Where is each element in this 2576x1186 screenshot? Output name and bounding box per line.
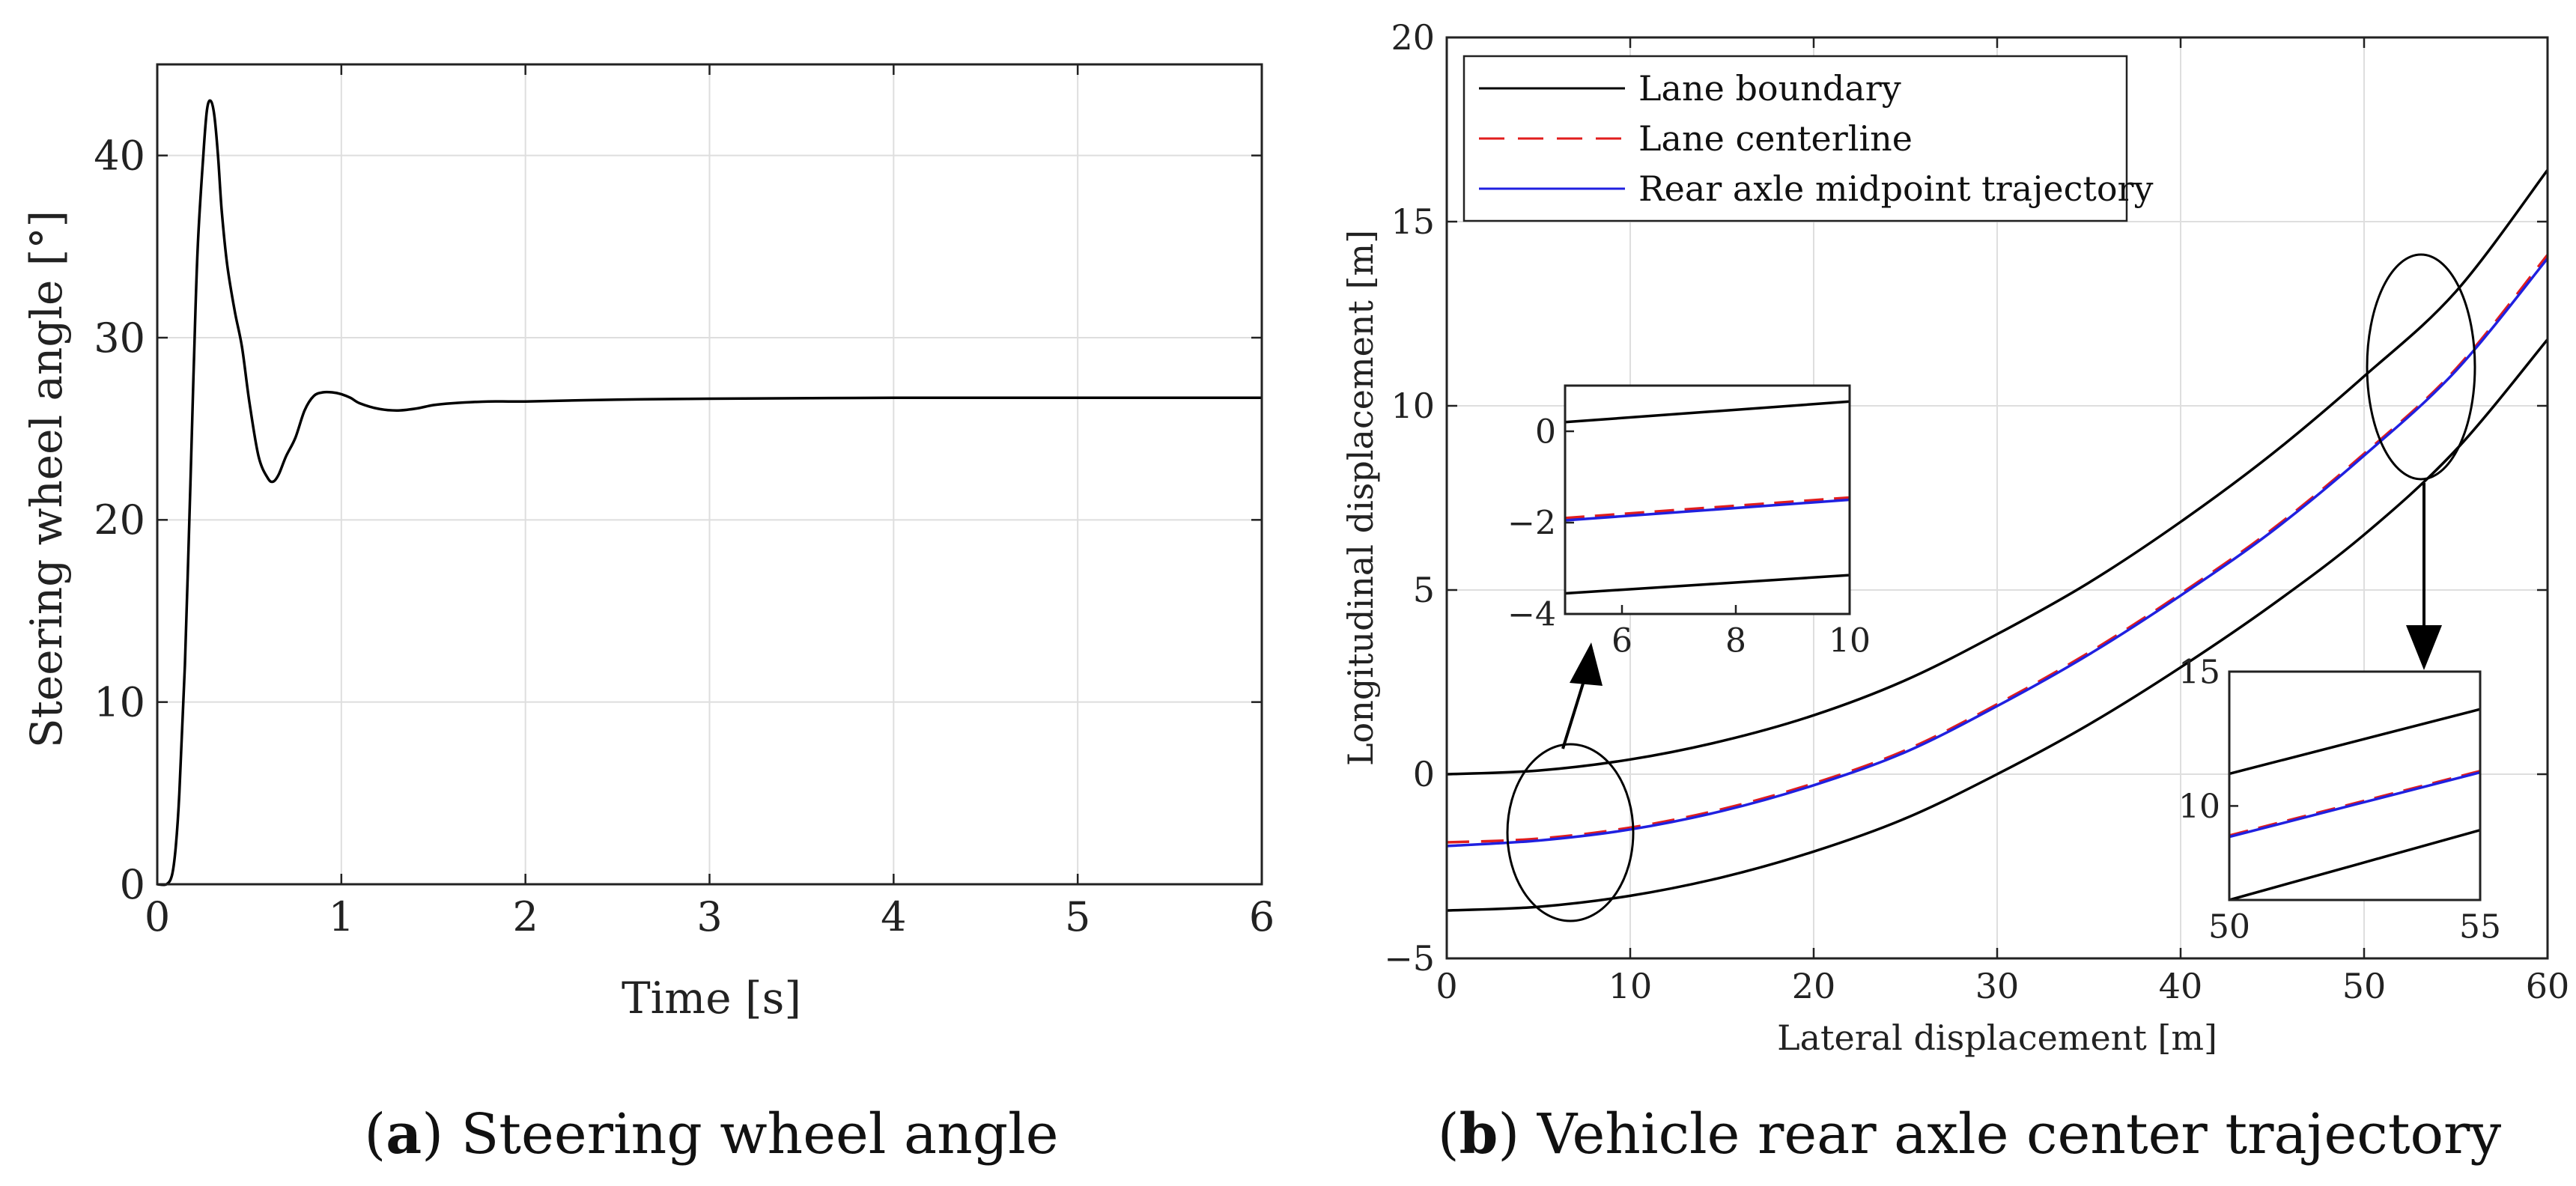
panel-a-xlabel: Time [s] — [622, 973, 801, 1024]
panel-a-ticks: 0 1 2 3 4 5 6 0 10 20 30 40 — [94, 64, 1275, 940]
series-line-lane-centerline — [1446, 254, 2549, 844]
legend-label-lane-boundary: Lane boundary — [1638, 68, 1901, 109]
panel-a-grid — [157, 64, 1263, 885]
panel-b-caption-letter: b — [1459, 1102, 1498, 1167]
inset-series-line-lane-boundary — [2229, 708, 2480, 776]
panel-b-ylabel: Longitudinal displacement [m] — [1340, 230, 1381, 766]
inset-x-tick-label: 6 — [1611, 622, 1632, 660]
y-tick-label: 15 — [1391, 201, 1435, 242]
inset-background — [1565, 386, 1850, 614]
x-tick-label: 60 — [2526, 966, 2570, 1006]
y-tick-label: 10 — [94, 679, 145, 726]
x-tick-label: 6 — [1249, 893, 1275, 940]
x-tick-label: 0 — [1436, 966, 1457, 1006]
x-tick-label: 30 — [1975, 966, 2020, 1006]
x-tick-label: 1 — [329, 893, 354, 940]
zoom-arrow-right — [2406, 483, 2442, 670]
panel-b-caption-text: Vehicle rear axle center trajectory — [1537, 1102, 2502, 1167]
legend: Lane boundary Lane centerline Rear axle … — [1462, 55, 2153, 222]
series-line-lane-boundary — [1446, 169, 2549, 776]
x-tick-label: 50 — [2342, 966, 2387, 1006]
panel-a-frame — [156, 63, 1263, 886]
panel-a-ylabel: Steering wheel angle [°] — [21, 210, 72, 748]
inset-y-tick-label: 10 — [2178, 788, 2220, 826]
inset-series — [2229, 708, 2480, 900]
y-tick-label: 5 — [1413, 570, 1435, 610]
x-tick-label: 10 — [1609, 966, 1653, 1006]
inset-frame — [2228, 670, 2482, 901]
inset-right: 50 55 10 15 — [2178, 653, 2501, 946]
inset-y-tick-label: −4 — [1507, 595, 1556, 633]
panel-a-caption-text: Steering wheel angle — [461, 1102, 1059, 1167]
y-tick-label: 0 — [1413, 754, 1435, 794]
panel-a-series — [157, 99, 1262, 887]
panel-b-series — [1446, 169, 2549, 912]
legend-label-lane-centerline: Lane centerline — [1638, 118, 1913, 159]
inset-x-tick-label: 10 — [1829, 622, 1871, 660]
inset-left: 6 8 10 0 −2 −4 — [1507, 384, 1871, 660]
y-tick-label: 20 — [94, 496, 145, 544]
y-tick-label: −5 — [1384, 938, 1435, 979]
x-tick-label: 3 — [696, 893, 722, 940]
inset-series — [1565, 400, 1850, 595]
zoom-ellipse-left — [1506, 743, 1635, 922]
panel-b-frame — [1445, 36, 2549, 960]
series-line-steering-wheel-angle — [157, 99, 1262, 887]
zoom-ellipse-right — [2366, 253, 2476, 481]
y-tick-label: 0 — [120, 861, 145, 908]
y-tick-label: 20 — [1391, 17, 1435, 58]
inset-y-tick-label: 0 — [1535, 413, 1556, 451]
series-line-lane-boundary-lower — [1446, 338, 2549, 912]
x-tick-label: 40 — [2159, 966, 2203, 1006]
inset-x-tick-label: 8 — [1725, 622, 1746, 660]
zoom-arrow-left — [1561, 642, 1603, 749]
inset-x-tick-label: 50 — [2208, 908, 2250, 946]
series-line-rear-axle-midpoint-trajectory — [1446, 258, 2549, 848]
y-tick-label: 10 — [1391, 386, 1435, 426]
y-tick-label: 40 — [94, 133, 145, 180]
inset-series-line-lane-boundary-lower — [1565, 574, 1850, 595]
x-tick-label: 5 — [1065, 893, 1090, 940]
panel-a-steering-wheel-angle: 0 1 2 3 4 5 6 0 10 20 30 40 Time [s] Steering wheel… — [21, 63, 1275, 1167]
inset-series-line-rear-axle-midpoint-trajectory — [1565, 498, 1850, 522]
x-tick-label: 20 — [1792, 966, 1836, 1006]
inset-x-tick-label: 55 — [2459, 908, 2501, 946]
legend-label-rear-axle: Rear axle midpoint trajectory — [1638, 168, 2153, 209]
inset-series-line-lane-boundary-lower — [2229, 829, 2480, 900]
inset-y-tick-label: 15 — [2178, 653, 2220, 691]
inset-series-line-lane-boundary — [1565, 400, 1850, 424]
inset-background — [2229, 672, 2480, 900]
x-tick-label: 0 — [145, 893, 170, 940]
panel-a-caption-letter: a — [386, 1102, 422, 1167]
panel-b-caption: (b) Vehicle rear axle center trajectory — [1438, 1102, 2502, 1167]
inset-frame — [1564, 384, 1851, 615]
inset-series-line-rear-axle-midpoint-trajectory — [2229, 770, 2480, 839]
panel-b-xlabel: Lateral displacement [m] — [1777, 1018, 2217, 1058]
y-tick-label: 30 — [94, 314, 145, 362]
x-tick-label: 4 — [881, 893, 906, 940]
inset-y-tick-label: −2 — [1507, 504, 1556, 542]
x-tick-label: 2 — [512, 893, 538, 940]
panel-a-caption: (a) Steering wheel angle — [364, 1102, 1058, 1167]
